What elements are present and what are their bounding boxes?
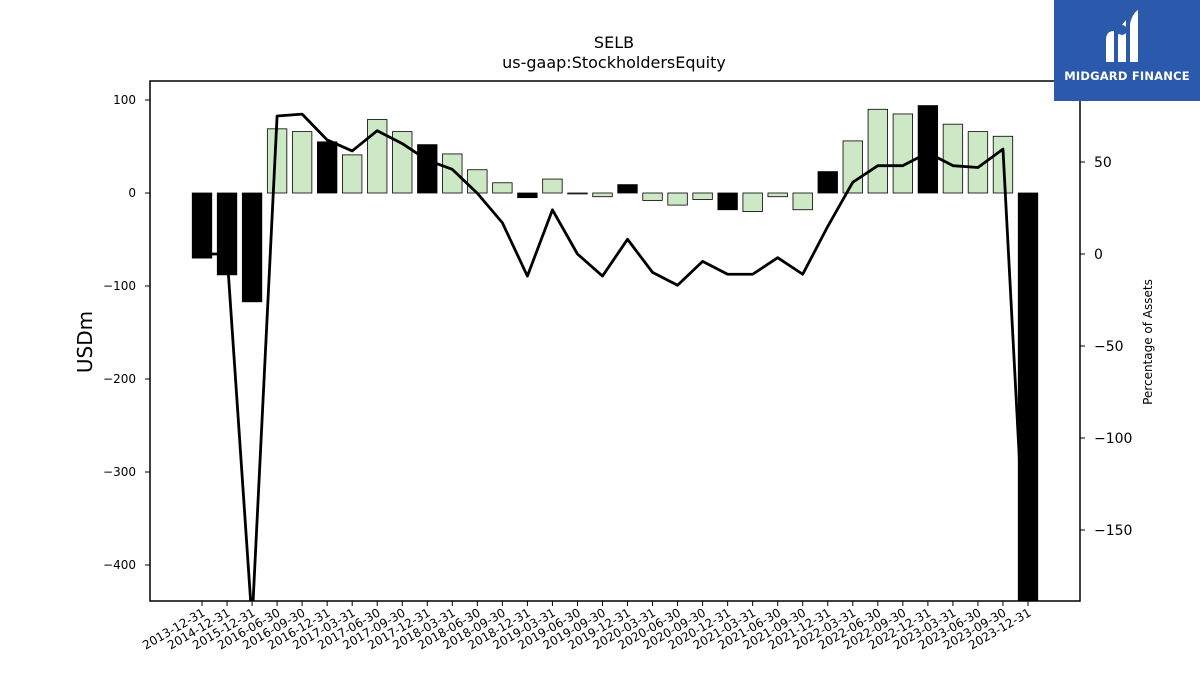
- bar: [692, 192, 713, 200]
- bar: [592, 192, 613, 198]
- y-tick-label: −400: [103, 558, 136, 572]
- bar: [291, 131, 313, 194]
- bar: [191, 192, 213, 259]
- plot-frame: [149, 80, 1081, 602]
- bar: [742, 192, 763, 213]
- bar: [367, 119, 388, 194]
- bar: [967, 131, 989, 194]
- y2-tick-label: 50: [1094, 155, 1112, 171]
- chart-subtitle: us-gaap:StockholdersEquity: [502, 53, 726, 72]
- logo-text: MIDGARD FINANCE: [1064, 69, 1190, 83]
- y2-tick-label: −100: [1094, 431, 1132, 447]
- bar: [241, 192, 263, 303]
- bar: [417, 144, 438, 194]
- bar: [917, 105, 939, 194]
- y-tick-label: −300: [103, 465, 136, 479]
- bar: [642, 192, 663, 201]
- bar: [1017, 192, 1039, 601]
- bar: [817, 171, 838, 194]
- bar: [492, 182, 513, 194]
- bar: [892, 113, 913, 194]
- bar: [442, 153, 463, 194]
- bar: [717, 192, 738, 211]
- bar: [867, 108, 888, 194]
- bar: [617, 184, 638, 194]
- y2-tick-label: −150: [1094, 523, 1132, 539]
- bar: [667, 192, 688, 206]
- logo-mark-icon: [1106, 10, 1138, 62]
- bar: [792, 192, 813, 211]
- bar: [317, 141, 338, 194]
- bar: [467, 169, 488, 194]
- chart-title: SELB: [594, 33, 634, 52]
- y2-tick-label: 0: [1094, 247, 1103, 263]
- bar: [942, 123, 964, 194]
- bar: [767, 192, 788, 198]
- y-tick-label: −100: [103, 279, 136, 293]
- y-tick-label: 100: [113, 93, 136, 107]
- y2-tick-label: −50: [1094, 339, 1124, 355]
- bar: [542, 178, 563, 194]
- y-tick-label: 0: [128, 186, 136, 200]
- y-tick-label: −200: [103, 372, 136, 386]
- brand-logo: MIDGARD FINANCE: [1054, 0, 1200, 101]
- bar: [517, 192, 538, 199]
- bar: [842, 140, 863, 194]
- y-axis-label: USDm: [73, 311, 97, 373]
- series-line: [202, 112, 1029, 601]
- y2-axis-label: Percentage of Assets: [1141, 279, 1155, 405]
- bar: [342, 154, 363, 194]
- bar: [567, 192, 588, 195]
